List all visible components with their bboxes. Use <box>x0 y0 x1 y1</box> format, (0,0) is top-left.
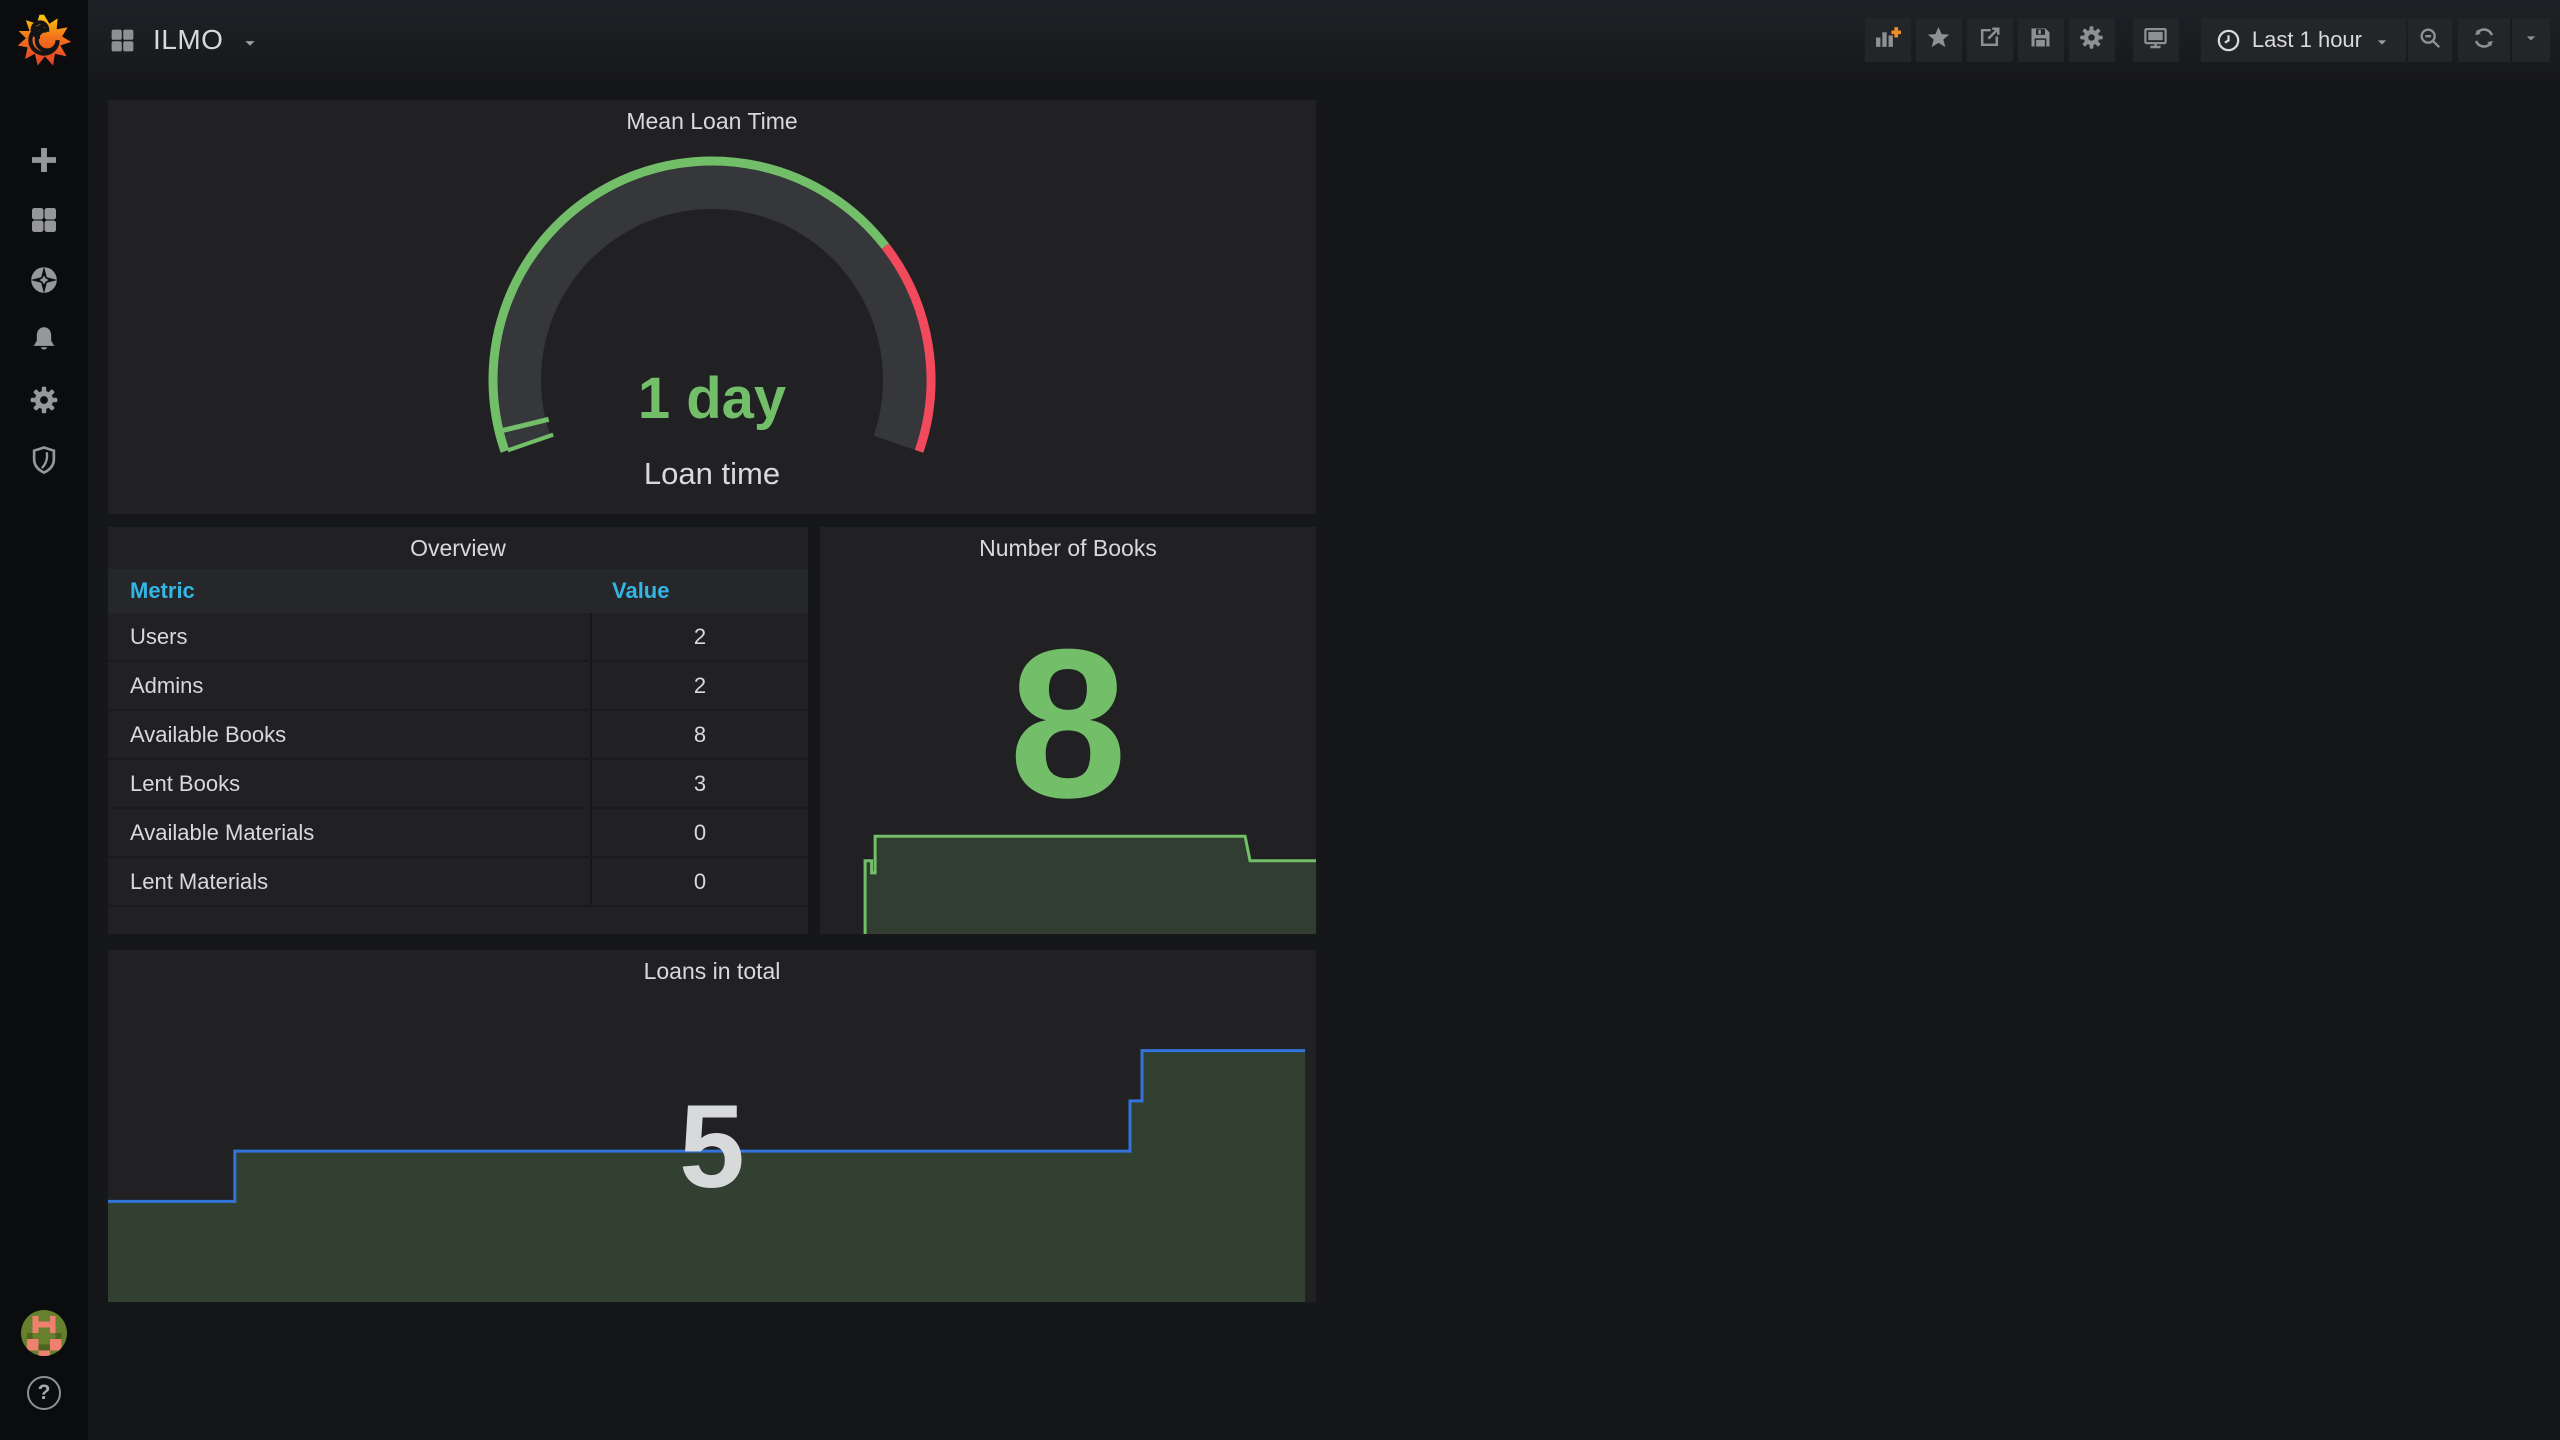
navbar: ILMO <box>88 0 2560 80</box>
table-cell-metric: Lent Materials <box>130 868 269 894</box>
loans-sparkline <box>108 1049 1306 1302</box>
plus-icon <box>28 144 60 181</box>
search-minus-icon <box>2417 25 2443 56</box>
stat-value: 5 <box>679 1081 745 1214</box>
dashboard-title: ILMO <box>153 24 224 55</box>
share-icon <box>1976 24 2003 56</box>
table-body: Users 2 Admins 2 Available Books 8 Lent … <box>108 613 808 907</box>
sidebar-item-explore[interactable] <box>27 266 61 298</box>
table-header: Metric Value <box>108 569 808 613</box>
configuration-gear-icon <box>28 384 60 421</box>
star-button[interactable] <box>1915 18 1962 62</box>
time-range-label: Last 1 hour <box>2251 27 2362 52</box>
gauge-svg <box>488 156 936 453</box>
save-icon <box>2027 24 2054 56</box>
panel-title[interactable]: Loans in total <box>643 958 781 984</box>
table-cell-metric: Lent Books <box>130 770 241 796</box>
table-row: Lent Books 3 <box>108 760 808 809</box>
books-sparkline <box>863 834 1316 934</box>
dashboards-grid-icon <box>28 204 60 241</box>
table-cell-metric: Available Materials <box>130 819 315 845</box>
refresh-group <box>2458 18 2550 62</box>
table-row: Available Books 8 <box>108 711 808 760</box>
time-range-picker[interactable]: Last 1 hour <box>2200 18 2406 62</box>
sidebar-item-configuration[interactable] <box>27 386 61 418</box>
star-icon <box>1925 24 1952 56</box>
table-cell-metric: Available Books <box>130 721 287 747</box>
apps-grid-icon <box>108 26 137 55</box>
refresh-button[interactable] <box>2458 18 2510 62</box>
table-cell-value: 0 <box>590 809 808 856</box>
dashboard-settings-button[interactable] <box>2068 18 2115 62</box>
sidebar-item-alerting[interactable] <box>27 326 61 358</box>
panel-overview-table: Overview Metric Value Users 2 Admins 2 A… <box>108 527 808 934</box>
panel-loans-in-total: Loans in total 5 <box>108 950 1316 1302</box>
stat-value: 8 <box>1009 604 1127 842</box>
panel-title[interactable]: Number of Books <box>979 535 1157 561</box>
user-avatar[interactable] <box>21 1310 67 1356</box>
table-row: Available Materials 0 <box>108 809 808 858</box>
sidebar-item-create[interactable] <box>27 146 61 178</box>
table-cell-value: 2 <box>590 613 808 660</box>
zoom-out-time-button[interactable] <box>2408 18 2452 62</box>
sidebar-item-dashboards[interactable] <box>27 206 61 238</box>
chevron-down-icon <box>239 32 261 54</box>
panel-mean-loan-time: Mean Loan Time 1 day Loan time <box>108 100 1316 514</box>
table-row: Admins 2 <box>108 662 808 711</box>
explore-compass-icon <box>28 264 60 301</box>
column-header-value[interactable]: Value <box>612 578 670 603</box>
add-panel-button[interactable] <box>1864 18 1911 62</box>
settings-gear-icon <box>2078 24 2105 56</box>
chevron-down-icon <box>2521 28 2541 53</box>
table-row: Lent Materials 0 <box>108 858 808 907</box>
sidebar-item-server-admin[interactable] <box>27 444 61 481</box>
table-cell-value: 8 <box>590 711 808 758</box>
table-cell-value: 0 <box>590 858 808 905</box>
share-button[interactable] <box>1966 18 2013 62</box>
question-mark-icon: ? <box>37 1381 51 1404</box>
gauge-value: 1 day <box>637 366 787 431</box>
refresh-interval-dropdown[interactable] <box>2510 18 2550 62</box>
grafana-logo-icon[interactable] <box>15 12 73 70</box>
table-cell-value: 3 <box>590 760 808 807</box>
table-row: Users 2 <box>108 613 808 662</box>
help-button[interactable]: ? <box>27 1376 61 1410</box>
navbar-actions: Last 1 hour <box>1864 18 2560 62</box>
alerting-bell-icon <box>28 324 60 361</box>
table-cell-metric: Admins <box>130 672 204 698</box>
add-panel-icon <box>1874 24 1902 56</box>
panel-title[interactable]: Overview <box>410 535 506 561</box>
clock-icon <box>2215 27 2242 54</box>
server-admin-shield-icon <box>28 444 60 481</box>
cycle-view-mode-button[interactable] <box>2132 18 2179 62</box>
chevron-down-icon <box>2372 32 2392 52</box>
refresh-icon <box>2471 25 2497 56</box>
tv-kiosk-icon <box>2142 24 2169 56</box>
sidebar-menu <box>0 146 88 478</box>
panel-title[interactable]: Mean Loan Time <box>626 108 798 134</box>
dashboard-title-button[interactable]: ILMO <box>88 24 261 56</box>
table-cell-value: 2 <box>590 662 808 709</box>
gauge-field-label: Loan time <box>643 456 781 491</box>
table-cell-metric: Users <box>130 623 188 649</box>
sidebar: ? <box>0 0 88 1440</box>
panel-number-of-books: Number of Books 8 <box>820 527 1316 934</box>
save-button[interactable] <box>2017 18 2064 62</box>
column-header-metric[interactable]: Metric <box>130 578 195 603</box>
